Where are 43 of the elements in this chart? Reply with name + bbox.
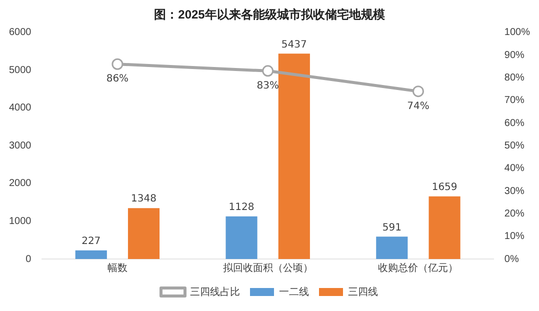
- y2-tick-label: 90%: [504, 50, 525, 61]
- data-label: 1348: [131, 194, 156, 205]
- chart-title: 图：2025年以来各能级城市拟收储宅地规模: [154, 8, 385, 22]
- y2-tick-label: 50%: [504, 140, 525, 152]
- data-label: 86%: [106, 74, 129, 85]
- data-label: 1659: [432, 182, 458, 193]
- y-tick-label: 2000: [8, 178, 32, 190]
- bar: [128, 208, 160, 259]
- y2-tick-label: 40%: [504, 163, 525, 174]
- y2-tick-label: 30%: [504, 186, 525, 197]
- point: [412, 86, 424, 98]
- data-label: 5437: [281, 39, 307, 50]
- bar: [75, 250, 107, 259]
- x-tick-label: 收购总价（亿元）: [378, 262, 458, 274]
- y-tick-label: 1000: [8, 216, 32, 227]
- data-label: 1128: [228, 202, 254, 213]
- legend-label: 三四线占比: [190, 286, 240, 298]
- y2-tick-label: 10%: [504, 231, 525, 242]
- data-label: 83%: [256, 80, 279, 92]
- data-label: 227: [82, 236, 101, 248]
- data-label: 591: [382, 222, 402, 234]
- bar: [226, 216, 258, 259]
- bar: [376, 236, 408, 259]
- y2-tick-label: 70%: [504, 95, 525, 106]
- y2-tick-label: 20%: [504, 208, 525, 220]
- legend-label: 一二线: [279, 286, 309, 298]
- x-tick-label: 拟回收面积（公顷）: [222, 262, 313, 274]
- x-tick-label: 幅数: [107, 262, 128, 274]
- y-tick-label: 0: [26, 254, 32, 265]
- y-tick-label: 6000: [8, 27, 32, 38]
- bar: [278, 54, 310, 259]
- y2-tick-label: 0%: [504, 254, 519, 265]
- bar: [428, 196, 460, 259]
- point: [262, 65, 274, 77]
- legend-label: 三四线: [348, 286, 378, 298]
- y2-tick-label: 60%: [504, 118, 525, 129]
- y-tick-label: 3000: [8, 140, 32, 152]
- y-tick-label: 4000: [8, 102, 32, 114]
- y2-tick-label: 100%: [504, 27, 530, 38]
- y2-tick-label: 80%: [504, 72, 525, 84]
- y-tick-label: 5000: [8, 64, 32, 76]
- data-label: 74%: [407, 100, 430, 112]
- point: [112, 58, 124, 70]
